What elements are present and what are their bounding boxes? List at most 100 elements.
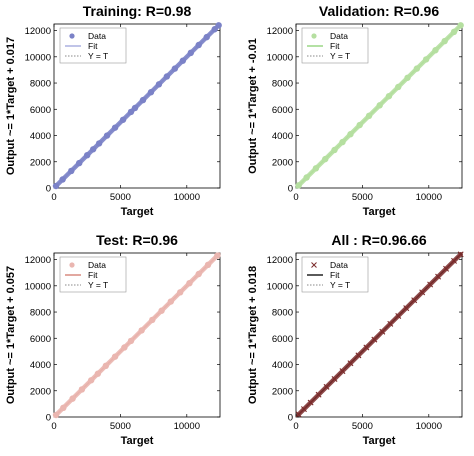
legend-data-marker	[69, 33, 75, 39]
data-point	[111, 124, 119, 131]
data-point	[138, 327, 145, 334]
data-point	[404, 74, 411, 81]
y-axis-label: Output ~= 1*Target + 0.017	[5, 37, 17, 175]
y-tick-label: 4000	[272, 360, 293, 371]
legend-data-marker	[311, 262, 317, 268]
data-point	[187, 49, 194, 57]
data-point	[171, 65, 179, 72]
legend-data-marker	[69, 262, 75, 268]
y-axis-label: Output ~= 1*Target + 0.057	[5, 266, 17, 404]
y-tick-label: 0	[288, 413, 293, 424]
legend-data-label: Data	[88, 31, 106, 41]
legend-fit-label: Fit	[88, 41, 98, 51]
data-point	[127, 108, 135, 116]
data-point	[331, 375, 338, 382]
y-tick-label: 2000	[30, 386, 51, 397]
data-point	[84, 152, 91, 159]
x-tick-label: 10000	[416, 192, 442, 203]
y-tick-label: 12000	[25, 26, 51, 37]
data-point	[427, 281, 434, 288]
legend-fit-label: Fit	[88, 270, 98, 280]
y-tick-label: 12000	[25, 255, 51, 266]
data-point	[203, 33, 210, 41]
data-point	[385, 92, 393, 100]
y-tick-label: 6000	[30, 334, 51, 345]
data-point	[356, 121, 363, 129]
data-point	[87, 377, 95, 384]
data-point	[395, 83, 402, 91]
chart-title: Training: R=0.98	[83, 3, 192, 19]
data-point	[127, 337, 135, 345]
data-point	[139, 96, 147, 104]
data-point	[111, 353, 119, 360]
y-tick-label: 6000	[272, 105, 293, 116]
data-point	[176, 289, 184, 296]
data-point	[411, 297, 418, 304]
data-point	[312, 165, 320, 172]
data-point	[432, 47, 439, 54]
data-point	[78, 386, 86, 393]
data-point	[147, 89, 155, 96]
data-point	[315, 391, 322, 398]
y-tick-label: 10000	[267, 52, 293, 63]
data-point	[204, 261, 212, 269]
legend-fit-label: Fit	[330, 270, 340, 280]
data-point	[179, 57, 187, 64]
data-point	[186, 279, 193, 287]
data-point	[435, 273, 442, 280]
y-tick-label: 10000	[25, 281, 51, 292]
data-point	[195, 41, 202, 49]
y-tick-label: 10000	[267, 281, 293, 292]
data-point	[331, 146, 338, 154]
y-axis-label: Output ~= 1*Target + -0.01	[247, 38, 259, 174]
data-point	[363, 344, 370, 351]
data-point	[300, 406, 307, 413]
legend-identity-label: Y = T	[330, 280, 350, 290]
data-point	[295, 182, 302, 189]
y-tick-label: 0	[46, 184, 51, 195]
legend-data-marker	[311, 33, 317, 39]
data-point	[167, 298, 175, 305]
data-point	[371, 336, 378, 343]
y-tick-label: 2000	[272, 386, 293, 397]
x-axis-label: Target	[121, 206, 154, 218]
y-tick-label: 4000	[30, 131, 51, 142]
x-tick-label: 10000	[416, 421, 442, 432]
data-point	[347, 131, 354, 138]
y-tick-label: 4000	[272, 131, 293, 142]
data-point	[443, 265, 450, 272]
y-tick-label: 10000	[25, 52, 51, 63]
x-axis-label: Target	[363, 435, 396, 447]
data-point	[355, 352, 362, 359]
legend-data-label: Data	[330, 260, 348, 270]
data-point	[413, 65, 421, 72]
legend-identity-label: Y = T	[330, 51, 350, 61]
data-point	[323, 383, 330, 390]
data-point	[422, 56, 430, 63]
data-point	[59, 176, 66, 183]
x-tick-label: 10000	[174, 421, 200, 432]
data-point	[395, 312, 402, 319]
x-tick-label: 5000	[352, 421, 373, 432]
y-tick-label: 8000	[272, 308, 293, 319]
data-point	[419, 289, 426, 296]
data-point	[322, 155, 329, 163]
data-point	[457, 22, 464, 29]
data-point	[102, 362, 109, 370]
data-point	[215, 22, 222, 29]
x-tick-label: 5000	[110, 421, 131, 432]
data-point	[121, 344, 128, 351]
chart-panel-3: 0 5000 10000 0 2000 4000 6000 8000 10000 12000 Dat…	[5, 232, 221, 447]
legend-identity-label: Y = T	[88, 280, 108, 290]
chart-panel-4: 0 5000 10000 0 2000 4000 6000 8000 10000 12000 Dat…	[247, 232, 464, 447]
chart-title: Test: R=0.96	[96, 232, 178, 248]
x-axis-label: Target	[363, 206, 396, 218]
data-point	[95, 140, 103, 147]
data-point	[441, 37, 448, 45]
x-tick-label: 10000	[174, 192, 200, 203]
data-point	[68, 167, 75, 175]
data-point	[60, 404, 67, 412]
data-point	[303, 174, 310, 181]
x-tick-label: 0	[51, 421, 56, 432]
